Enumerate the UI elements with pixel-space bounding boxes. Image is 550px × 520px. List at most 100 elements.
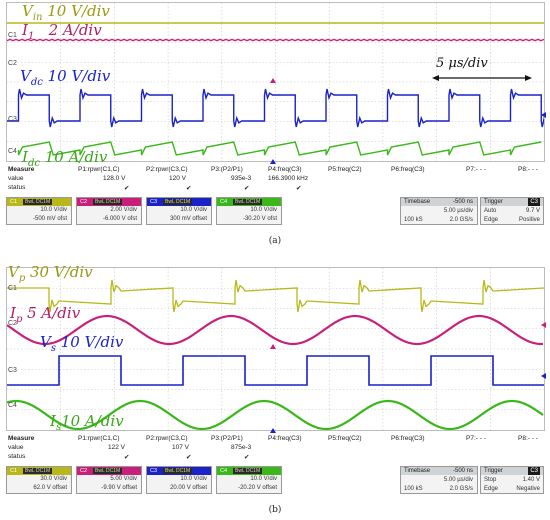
trace-vp	[7, 279, 544, 313]
row-label-value: value	[8, 175, 24, 182]
param-name: P3:(P2/P1)	[211, 166, 243, 173]
label-ip: Ip 5 A/div	[10, 304, 81, 325]
channel-offset: -6.000 V ofst	[102, 216, 137, 222]
channel-box-c4[interactable]: C4 BwL DC1M 10.0 V/div -30.20 V ofst	[216, 197, 282, 225]
trigger-slope: Negative	[516, 486, 540, 492]
channel-scale: 2.00 V/div	[110, 207, 137, 213]
channel-scale: 10.0 V/div	[40, 207, 67, 213]
channel-scale: 10.0 V/div	[180, 207, 207, 213]
trigger-level: 1.40 V	[522, 477, 540, 483]
param-value: 875e-3	[231, 444, 252, 451]
trace-ip	[7, 314, 544, 346]
param-value: 120 V	[169, 175, 186, 182]
channel-scale: 30.0 V/div	[40, 476, 67, 482]
channel-offset: 62.0 V offset	[33, 485, 67, 491]
param-name: P2:rpwr(C3,C)	[146, 435, 188, 442]
trigger-level: 9.7 V	[525, 208, 540, 214]
caption-a: (a)	[268, 236, 282, 246]
waveform-plot-b	[7, 268, 544, 430]
trace-idc	[17, 141, 542, 156]
timebase-box[interactable]: Timebase -500 ns 5.00 µs/div 100 kS 2.0 G…	[400, 197, 478, 225]
trace-vs	[7, 355, 544, 386]
timebase-rate: 2.0 GS/s	[449, 486, 473, 492]
label-vs: Vs 10 V/div	[40, 333, 124, 354]
level-marker-right	[541, 322, 546, 328]
trace-vdc	[7, 88, 544, 128]
param-value: 166.3900 kHz	[268, 175, 309, 182]
channel-offset: -9.90 V offset	[101, 485, 137, 491]
trigger-box[interactable]: Trigger C3 Stop 1.40 V Edge Negative	[480, 466, 544, 494]
param-name: P6:freq(C3)	[391, 166, 425, 173]
channel-box-c3[interactable]: C3 BwL DC1M 10.0 V/div 20.00 V offset	[146, 466, 212, 494]
channel-offset: 20.00 V offset	[170, 485, 207, 491]
param-name: P6:freq(C3)	[391, 435, 425, 442]
channel-box-c4[interactable]: C4 BwL DC1M 10.0 V/div -20.20 V offset	[216, 466, 282, 494]
channel-box-c2[interactable]: C2 BwL DC1M 5.00 V/div -9.90 V offset	[76, 466, 142, 494]
param-name: P5:freq(C2)	[328, 166, 362, 173]
trace-is	[7, 399, 544, 430]
row-label-status: status	[8, 184, 26, 191]
trigger-type: Edge	[484, 486, 499, 492]
timebase-samples: 100 kS	[404, 217, 423, 223]
timebase-per-div: 5.00 µs/div	[443, 477, 473, 483]
channel-offset: -20.20 V offset	[238, 485, 277, 491]
label-idc: Idc 10 A/div	[22, 148, 108, 169]
param-name: P7:- - -	[466, 435, 486, 442]
channel-scale: 10.0 V/div	[250, 476, 277, 482]
measure-table-b: Measure P1:rpwr(C1,C) P2:rpwr(C3,C) P3:(…	[6, 435, 545, 462]
channel-offset: 300 mV offset	[170, 216, 207, 222]
row-label-value: value	[8, 444, 24, 451]
param-name: P1:rpwr(C1,C)	[78, 435, 120, 442]
param-value: 935e-3	[231, 175, 252, 182]
param-name: P4:freq(C3)	[268, 435, 302, 442]
label-is: Is10 A/div	[50, 412, 124, 433]
level-marker-right	[541, 112, 546, 118]
channel-box-c2[interactable]: C2 BwL DC1M 2.00 V/div -6.000 V ofst	[76, 197, 142, 225]
status-check: ✔	[296, 185, 302, 192]
trigger-marker-bottom	[270, 159, 276, 164]
channel-box-c3[interactable]: C3 BwL DC1M 10.0 V/div 300 mV offset	[146, 197, 212, 225]
timebase-box[interactable]: Timebase -500 ns 5.00 µs/div 100 kS 2.0 G…	[400, 466, 478, 494]
trigger-type: Edge	[484, 217, 499, 223]
timebase-samples: 100 kS	[404, 486, 423, 492]
channel-box-c1[interactable]: C1 BwL DC1M 10.0 V/div -500 mV ofst	[6, 197, 72, 225]
param-name: P2:rpwr(C3,C)	[146, 166, 188, 173]
marker-c1: C1	[8, 32, 17, 39]
channel-scale: 10.0 V/div	[180, 476, 207, 482]
level-marker-right-2	[541, 373, 546, 379]
marker-c2: C2	[8, 60, 17, 67]
param-name: P8:- - -	[518, 166, 538, 173]
param-value: 122 V	[108, 444, 125, 451]
trigger-marker-bottom	[270, 428, 276, 433]
label-i1: I1 2 A/div	[22, 21, 102, 42]
param-name: P7:- - -	[466, 166, 486, 173]
param-value: 107 V	[172, 444, 189, 451]
channel-box-c1[interactable]: C1 BwL DC1M 30.0 V/div 62.0 V offset	[6, 466, 72, 494]
status-check: ✔	[244, 454, 250, 461]
trigger-mode: Auto	[484, 208, 497, 214]
row-label-status: status	[8, 453, 26, 460]
param-name: P4:freq(C3)	[268, 166, 302, 173]
channel-offset: -30.20 V ofst	[242, 216, 277, 222]
measure-title: Measure	[8, 166, 35, 173]
caption-b: (b)	[268, 505, 282, 515]
channel-scale: 5.00 V/div	[110, 476, 137, 482]
status-check: ✔	[244, 185, 250, 192]
status-check: ✔	[124, 454, 130, 461]
measure-title: Measure	[8, 435, 35, 442]
trigger-box[interactable]: Trigger C3 Auto 9.7 V Edge Positive	[480, 197, 544, 225]
marker-c4: C4	[8, 402, 17, 409]
time-scale-label: 5 μs/div	[436, 56, 488, 71]
measure-table-a: Measure P1:rpwr(C1,C) P2:rpwr(C3,C) P3:(…	[6, 166, 545, 193]
param-name: P1:rpwr(C1,C)	[78, 166, 120, 173]
param-value: 128.0 V	[103, 175, 126, 182]
trace-i1	[7, 38, 544, 42]
timebase-rate: 2.0 GS/s	[449, 217, 473, 223]
marker-c3: C3	[8, 367, 17, 374]
time-scale-arrow	[432, 75, 532, 81]
marker-c1: C1	[8, 285, 17, 292]
trigger-marker-top	[270, 78, 276, 83]
param-name: P5:freq(C2)	[328, 435, 362, 442]
timebase-per-div: 5.00 µs/div	[443, 208, 473, 214]
marker-c3: C3	[8, 116, 17, 123]
